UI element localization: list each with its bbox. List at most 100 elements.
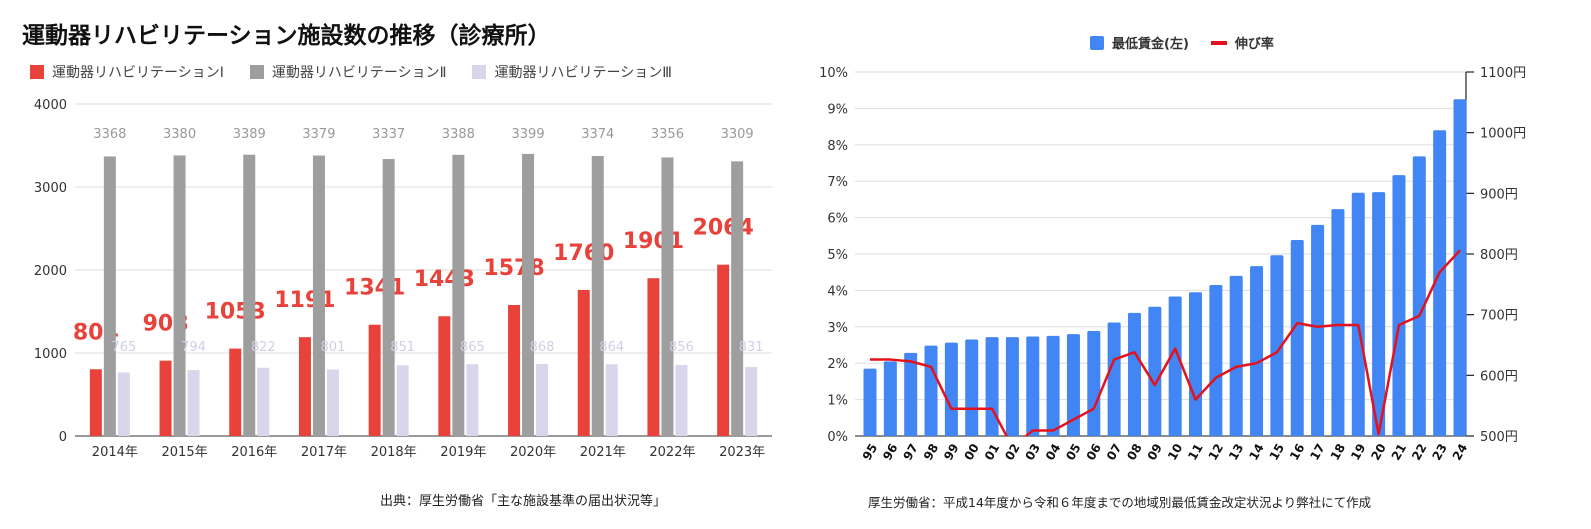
x-tick-label: 08: [1124, 441, 1144, 462]
data-label-2: 3309: [721, 127, 754, 142]
bar-2: [522, 153, 535, 436]
x-tick-label: 10: [1165, 441, 1185, 462]
data-label-2: 3388: [442, 127, 475, 142]
wage-bar: [1270, 255, 1284, 436]
bar-3: [745, 367, 758, 436]
x-tick-label: 2023年: [719, 445, 765, 460]
data-label-3: 851: [390, 340, 415, 355]
legend-item-3: 運動器リハビリテーションⅢ: [472, 62, 672, 82]
wage-bar: [1066, 334, 1080, 436]
x-tick-label: 15: [1267, 441, 1287, 462]
bar-2: [382, 159, 395, 437]
bar-1: [368, 324, 381, 436]
y-right-tick-label: 800円: [1480, 248, 1518, 263]
x-tick-label: 13: [1226, 441, 1246, 462]
bar-2: [243, 154, 256, 436]
bar-1: [647, 278, 660, 436]
data-label-1: 1760: [553, 241, 614, 266]
bar-3: [466, 364, 479, 436]
legend-item-wage: 最低賃金(左): [1090, 33, 1189, 52]
data-label-1: 1443: [414, 267, 475, 292]
wage-bar: [1392, 175, 1406, 436]
y-left-tick-label: 9%: [827, 102, 848, 117]
data-label-3: 765: [111, 340, 136, 355]
x-tick-label: 2019年: [440, 445, 486, 460]
legend-label-2: 運動器リハビリテーションⅡ: [271, 65, 447, 81]
x-tick-label: 05: [1063, 441, 1083, 462]
bar-3: [326, 369, 339, 436]
x-tick-label: 99: [941, 441, 961, 462]
x-tick-label: 2017年: [301, 445, 347, 460]
legend-item-rate: 伸び率: [1210, 33, 1274, 52]
wage-bar: [1127, 312, 1141, 436]
bar-1: [577, 289, 590, 436]
bar-1: [717, 264, 730, 436]
legend-swatch-2: [249, 65, 264, 79]
y-left-tick-label: 10%: [819, 66, 848, 81]
data-label-1: 1578: [483, 256, 544, 281]
data-label-1: 1191: [274, 288, 335, 313]
y-right-tick-label: 1100円: [1480, 66, 1526, 81]
wage-bar: [1168, 296, 1182, 436]
bar-2: [312, 155, 325, 436]
data-label-3: 831: [739, 340, 764, 355]
legend-item-2: 運動器リハビリテーションⅡ: [249, 62, 447, 82]
wage-bar: [1311, 224, 1325, 436]
data-label-3: 868: [530, 340, 555, 355]
y-left-tick-label: 8%: [827, 139, 848, 154]
y-tick-label: 4000: [34, 98, 67, 113]
data-label-2: 3399: [512, 127, 545, 142]
legend-swatch-1: [30, 65, 44, 79]
x-tick-label: 11: [1185, 441, 1205, 462]
data-label-2: 3380: [163, 127, 196, 142]
bar-2: [452, 154, 465, 436]
wage-bar: [1331, 209, 1345, 436]
x-tick-label: 06: [1084, 441, 1104, 462]
wage-bar: [883, 361, 897, 436]
bar-1: [508, 305, 521, 436]
legend-swatch-wage: [1090, 35, 1104, 50]
wage-bar: [904, 352, 918, 436]
x-tick-label: 19: [1348, 441, 1368, 462]
data-label-3: 801: [321, 340, 346, 355]
x-tick-label: 2021年: [580, 445, 626, 460]
wage-bar: [985, 337, 999, 436]
x-tick-label: 03: [1023, 441, 1043, 462]
x-tick-label: 00: [961, 441, 981, 462]
wage-bar: [1433, 130, 1447, 437]
wage-bar: [1189, 292, 1203, 436]
x-tick-label: 04: [1043, 441, 1063, 462]
x-tick-label: 97: [900, 441, 920, 462]
x-tick-label: 2014年: [92, 445, 138, 460]
bar-2: [591, 155, 604, 436]
wage-bar: [1148, 306, 1162, 436]
wage-bar: [1046, 335, 1060, 436]
bar-2: [731, 161, 744, 436]
y-right-tick-label: 600円: [1480, 369, 1518, 384]
legend-line-rate: [1210, 40, 1227, 45]
bar-1: [298, 337, 311, 436]
data-label-2: 3368: [93, 127, 126, 142]
bar-3: [257, 367, 270, 436]
y-left-tick-label: 0%: [827, 430, 848, 445]
x-tick-label: 2020年: [510, 445, 556, 460]
left-legend: 運動器リハビリテーションⅠ 運動器リハビリテーションⅡ 運動器リハビリテーション…: [30, 62, 672, 82]
wage-bar: [1351, 192, 1365, 436]
wage-bar: [1107, 322, 1121, 436]
y-left-tick-label: 1%: [827, 394, 848, 409]
x-tick-label: 22: [1409, 441, 1429, 462]
bar-3: [605, 364, 618, 436]
x-tick-label: 12: [1206, 441, 1226, 462]
data-label-3: 822: [251, 340, 276, 355]
wage-bar: [863, 368, 877, 436]
x-tick-label: 2016年: [231, 445, 277, 460]
wage-bar: [1209, 284, 1223, 436]
y-tick-label: 0: [59, 430, 67, 445]
x-tick-label: 18: [1328, 441, 1348, 462]
data-label-1: 2064: [693, 216, 754, 241]
y-left-tick-label: 3%: [827, 321, 848, 336]
data-label-2: 3389: [233, 127, 266, 142]
bar-3: [187, 370, 200, 436]
x-tick-label: 24: [1450, 441, 1470, 462]
